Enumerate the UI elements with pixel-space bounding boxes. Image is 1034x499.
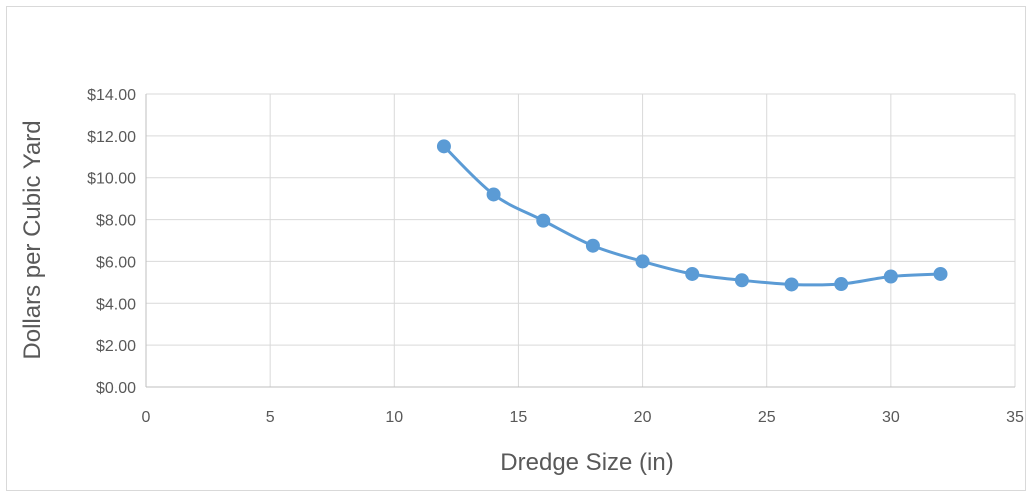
y-tick-labels: $0.00 $2.00 $4.00 $6.00 $8.00 $10.00 $12.00 $14…: [87, 87, 136, 397]
y-tick-label: $12.00: [87, 129, 136, 146]
x-tick-label: 10: [385, 409, 403, 426]
y-axis-title: Dollars per Cubic Yard: [19, 120, 46, 359]
y-tick-label: $2.00: [96, 338, 136, 355]
y-tick-label: $8.00: [96, 213, 136, 230]
data-point: [784, 277, 799, 292]
x-tick-label: 5: [266, 409, 275, 426]
axes: [145, 94, 1015, 388]
data-point: [933, 266, 948, 281]
data-point: [883, 269, 898, 284]
y-tick-label: $0.00: [96, 380, 136, 397]
data-point: [585, 238, 600, 253]
data-point: [436, 139, 451, 154]
data-point: [834, 277, 849, 292]
data-point: [734, 273, 749, 288]
y-tick-label: $14.00: [87, 87, 136, 104]
data-point: [685, 266, 700, 281]
x-tick-labels: 0 5 10 15 20 25 30 35: [142, 409, 1024, 426]
x-tick-label: 25: [758, 409, 776, 426]
y-tick-label: $6.00: [96, 254, 136, 271]
y-tick-label: $10.00: [87, 171, 136, 188]
data-point: [486, 187, 501, 202]
x-tick-label: 15: [510, 409, 528, 426]
series: [436, 139, 948, 292]
data-point: [635, 254, 650, 269]
x-tick-label: 35: [1006, 409, 1024, 426]
x-axis-title: Dredge Size (in): [500, 449, 673, 476]
grid: [146, 93, 1016, 387]
y-tick-label: $4.00: [96, 296, 136, 313]
chart-frame: [6, 6, 1026, 491]
data-point: [536, 213, 551, 228]
x-tick-label: 20: [634, 409, 652, 426]
x-tick-label: 30: [882, 409, 900, 426]
x-tick-label: 0: [142, 409, 151, 426]
